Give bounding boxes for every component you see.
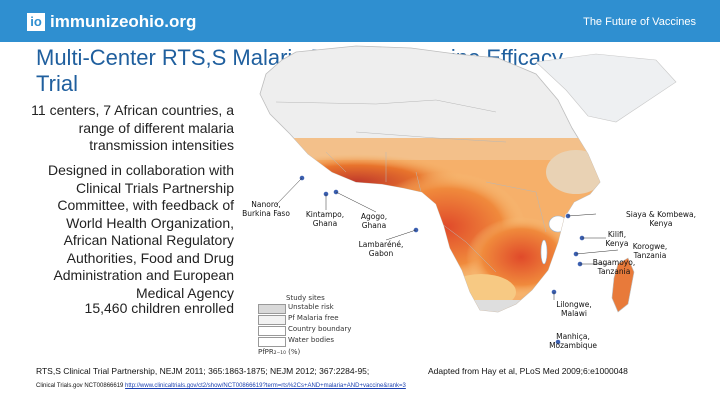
citation-hay: Adapted from Hay et al, PLoS Med 2009;6:… [428,366,628,376]
bullet-collaboration: Designed in collaboration with Clinical … [48,162,234,301]
bullet-enrolled: 15,460 children enrolled [84,300,234,316]
citation-clinicaltrials: Clinical Trials.gov NCT00866619 http://w… [36,383,406,389]
legend-swatch [258,315,286,325]
label-manhica: Manhiça, Mozambique [549,332,597,350]
legend-swatch [258,326,286,336]
label-lambarene: Lambaréné, Gabon [358,240,404,258]
madagascar [611,257,635,313]
label-korogwe: Korogwe, Tanzania [632,242,668,260]
header-tagline: The Future of Vaccines [583,16,696,28]
legend-title: Study sites [286,294,325,302]
legend-swatch [258,337,286,347]
label-nanoro: Nanoro, Burkina Faso [242,200,290,218]
africa-malaria-map [259,45,677,345]
label-kintampo: Kintampo, Ghana [305,210,345,228]
label-kilifi: Kilifi, Kenya [605,230,629,248]
clinicaltrials-prefix: Clinical Trials.gov NCT00866619 [36,383,124,389]
legend-scale-label: PfPR₂₋₁₀ (%) [258,348,301,356]
label-lilongwe: Lilongwe, Malawi [556,300,592,318]
middle-east-land [535,53,677,123]
bullet-centers: 11 centers, 7 African countries, a range… [31,102,234,153]
label-bagamoyo: Bagamoyo, Tanzania [592,258,636,276]
clinicaltrials-link[interactable]: http://www.clinicaltrials.gov/ct2/show/N… [125,383,406,389]
legend-label: Unstable risk [288,303,334,311]
legend-label: Country boundary [288,325,352,333]
label-siaya-kombewa: Siaya & Kombewa, Kenya [625,210,697,228]
legend-label: Pf Malaria free [288,314,339,322]
label-agogo: Agogo, Ghana [360,212,388,230]
logo-text[interactable]: immunizeohio.org [50,12,197,31]
legend-label: Water bodies [288,336,334,344]
logo-icon: io [27,13,45,31]
legend-swatch [258,304,286,314]
header-bar: io immunizeohio.org The Future of Vaccin… [0,0,720,42]
citation-nejm: RTS,S Clinical Trial Partnership, NEJM 2… [36,366,370,376]
